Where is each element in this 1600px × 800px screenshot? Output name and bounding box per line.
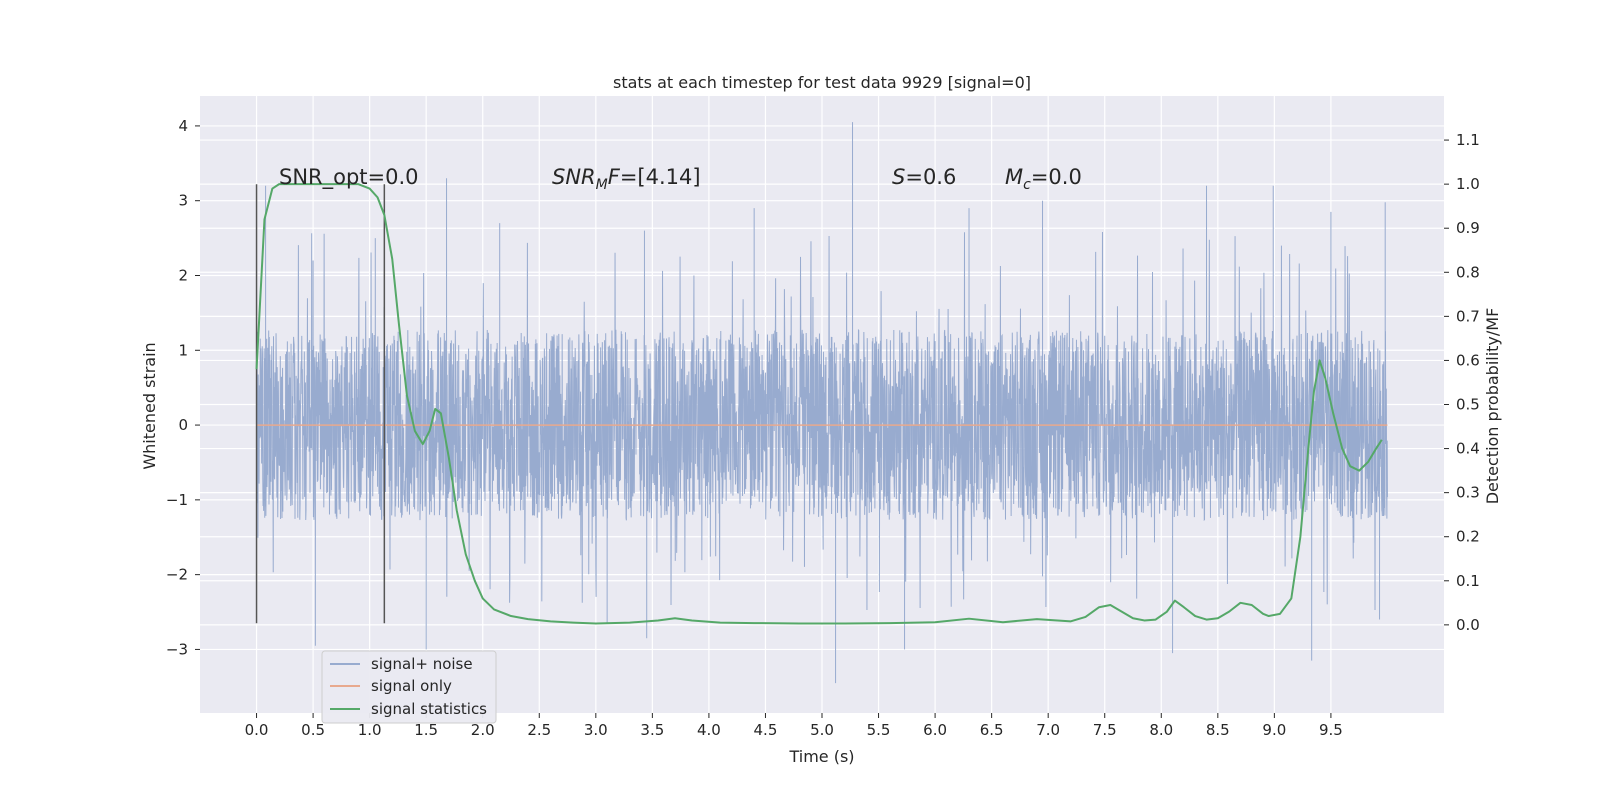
y2-tick-label: 0.4 [1456,440,1480,458]
y2-tick-label: 0.8 [1456,263,1480,281]
x-tick-label: 6.5 [980,721,1004,739]
snr-mf-value: =[4.14] [620,165,701,189]
x-tick-label: 4.5 [754,721,778,739]
chart-title: stats at each timestep for test data 992… [613,73,1031,92]
y2-tick-label: 0.0 [1456,616,1480,634]
snr-mf-var: SNR [552,165,596,189]
x-tick-label: 0.0 [245,721,269,739]
series-signal-noise [256,122,1388,684]
signal-noise-line [256,122,1388,684]
x-tick-label: 1.5 [414,721,438,739]
x-tick-label: 3.0 [584,721,608,739]
y2-tick-label: 1.0 [1456,175,1480,193]
y2-tick-label: 0.9 [1456,219,1480,237]
x-tick-label: 1.0 [358,721,382,739]
y2-axis-label: Detection probability/MF [1483,308,1502,505]
y-tick-label: 0 [178,416,188,434]
snr-mf-sub: M [596,177,608,193]
y-tick-label: 2 [178,266,188,284]
s-annotation: S=0.6 [892,165,956,189]
mc-var: M [1005,165,1023,189]
y-tick-label: −3 [166,640,188,658]
x-axis-label: Time (s) [788,747,854,766]
y2-tick-label: 0.6 [1456,351,1480,369]
legend-box [321,650,497,724]
x-tick-label: 5.5 [867,721,891,739]
snr-mf-var2: F [608,165,621,189]
x-tick-label: 3.5 [640,721,664,739]
x-tick-label: 4.0 [697,721,721,739]
y-tick-label: −1 [166,491,188,509]
snr-mf-annotation: SNRMF=[4.14] [552,165,701,193]
x-tick-label: 0.5 [301,721,325,739]
y-tick-label: 3 [178,192,188,210]
snr-opt-annotation: SNR_opt=0.0 [279,165,419,190]
x-tick-label: 7.5 [1093,721,1117,739]
vertical-markers [255,184,386,624]
x-tick-label: 5.0 [810,721,834,739]
legend-label-signal-statistics: signal statistics [371,700,487,718]
x-tick-label: 7.0 [1036,721,1060,739]
s-value: =0.6 [905,165,956,189]
s-var: S [892,165,905,189]
series-signal-statistics [255,183,1383,625]
x-tick-label: 2.5 [527,721,551,739]
y2-axis-ticks: 0.0 0.1 0.2 0.3 0.4 0.5 0.6 0.7 0.8 0.9 1.0 1.1 [1444,131,1480,634]
x-tick-label: 9.0 [1262,721,1286,739]
x-tick-label: 8.0 [1149,721,1173,739]
y2-tick-label: 0.3 [1456,484,1480,502]
y-tick-label: 1 [178,341,188,359]
legend-label-signal-only: signal only [371,677,452,695]
y-axis-ticks: −3 −2 −1 0 1 2 3 4 [166,117,200,658]
y2-tick-label: 0.7 [1456,307,1480,325]
y-axis-label: Whitened strain [140,342,159,469]
x-tick-label: 8.5 [1206,721,1230,739]
y-tick-label: 4 [178,117,188,135]
y2-tick-label: 0.2 [1456,528,1480,546]
mc-value: =0.0 [1031,165,1082,189]
x-tick-label: 2.0 [471,721,495,739]
x-tick-label: 6.0 [923,721,947,739]
y2-tick-label: 0.5 [1456,396,1480,414]
signal-statistics-line [255,183,1383,625]
mc-sub: c [1023,177,1031,193]
y-tick-label: −2 [166,566,188,584]
y2-tick-label: 0.1 [1456,572,1480,590]
x-axis-ticks: 0.0 0.5 1.0 1.5 2.0 2.5 3.0 3.5 4.0 4.5 5.0 5.5 6.0 6… [245,713,1343,739]
x-tick-label: 9.5 [1319,721,1343,739]
legend-label-signal-noise: signal+ noise [371,655,473,673]
y2-tick-label: 1.1 [1456,131,1480,149]
legend: signal+ noise signal only signal statist… [321,650,497,724]
mc-annotation: Mc=0.0 [1005,165,1082,193]
